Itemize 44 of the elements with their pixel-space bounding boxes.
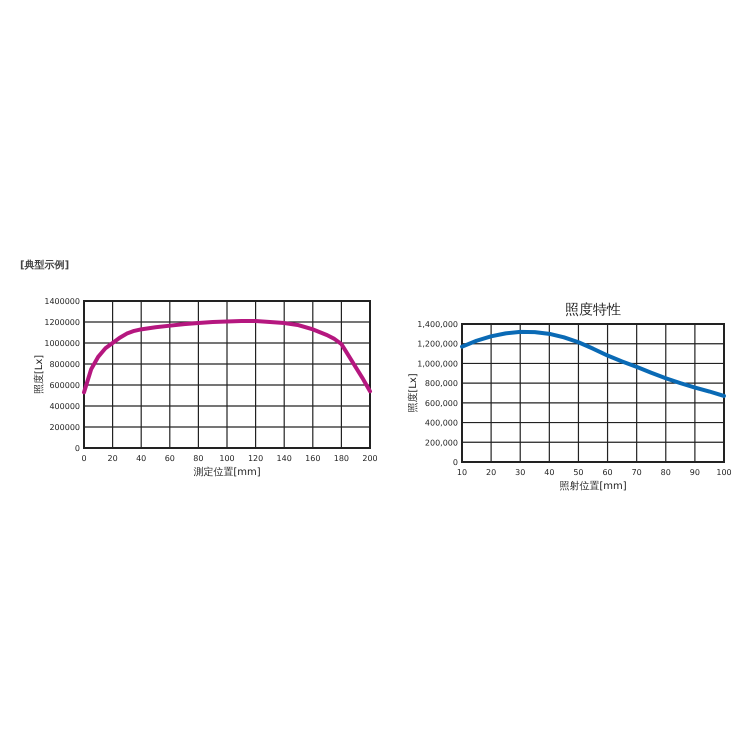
y-tick-label: 400000 bbox=[49, 402, 80, 411]
chart-title: [典型示例] bbox=[20, 259, 70, 271]
x-tick-label: 60 bbox=[164, 454, 175, 463]
y-tick-label: 800,000 bbox=[424, 379, 458, 388]
y-tick-label: 1,200,000 bbox=[417, 340, 458, 349]
y-tick-label: 600000 bbox=[49, 381, 80, 390]
y-axis-title: 照度[Lx] bbox=[407, 373, 419, 413]
x-axis-title: 測定位置[mm] bbox=[193, 466, 261, 478]
x-tick-label: 10 bbox=[456, 468, 468, 477]
x-tick-label: 80 bbox=[193, 454, 204, 463]
x-tick-label: 80 bbox=[660, 468, 671, 477]
x-tick-label: 40 bbox=[544, 468, 554, 477]
x-tick-label: 30 bbox=[515, 468, 526, 477]
y-tick-label: 1,000,000 bbox=[417, 359, 458, 368]
x-tick-label: 70 bbox=[632, 468, 642, 477]
y-tick-label: 800000 bbox=[49, 360, 80, 369]
x-tick-label: 140 bbox=[276, 454, 292, 463]
y-tick-label: 1400000 bbox=[44, 297, 80, 306]
y-tick-label: 600,000 bbox=[424, 398, 458, 408]
x-tick-label: 100 bbox=[219, 454, 235, 463]
x-axis-title: 照射位置[mm] bbox=[559, 480, 627, 492]
x-tick-label: 0 bbox=[81, 454, 87, 463]
y-tick-label: 200000 bbox=[49, 423, 80, 432]
y-tick-label: 1,400,000 bbox=[417, 320, 458, 329]
x-tick-label: 200 bbox=[362, 454, 378, 463]
y-tick-label: 0 bbox=[74, 444, 80, 453]
x-tick-label: 160 bbox=[305, 454, 320, 463]
x-tick-label: 90 bbox=[690, 468, 700, 477]
line-series bbox=[82, 318, 372, 394]
x-tick-label: 50 bbox=[573, 468, 584, 477]
y-axis-title: 照度[Lx] bbox=[33, 354, 45, 394]
y-tick-label: 200,000 bbox=[424, 438, 458, 448]
x-tick-label: 120 bbox=[248, 454, 264, 463]
x-tick-label: 40 bbox=[136, 454, 146, 463]
x-tick-label: 100 bbox=[716, 468, 732, 477]
y-tick-label: 1200000 bbox=[44, 318, 80, 327]
x-tick-label: 20 bbox=[486, 468, 496, 477]
x-tick-label: 60 bbox=[602, 468, 613, 477]
x-tick-label: 180 bbox=[334, 454, 350, 463]
x-tick-label: 20 bbox=[108, 454, 118, 463]
y-tick-label: 400,000 bbox=[424, 418, 458, 428]
y-tick-label: 1000000 bbox=[44, 339, 80, 348]
line-series bbox=[460, 330, 726, 398]
chart-title: 照度特性 bbox=[565, 302, 621, 318]
